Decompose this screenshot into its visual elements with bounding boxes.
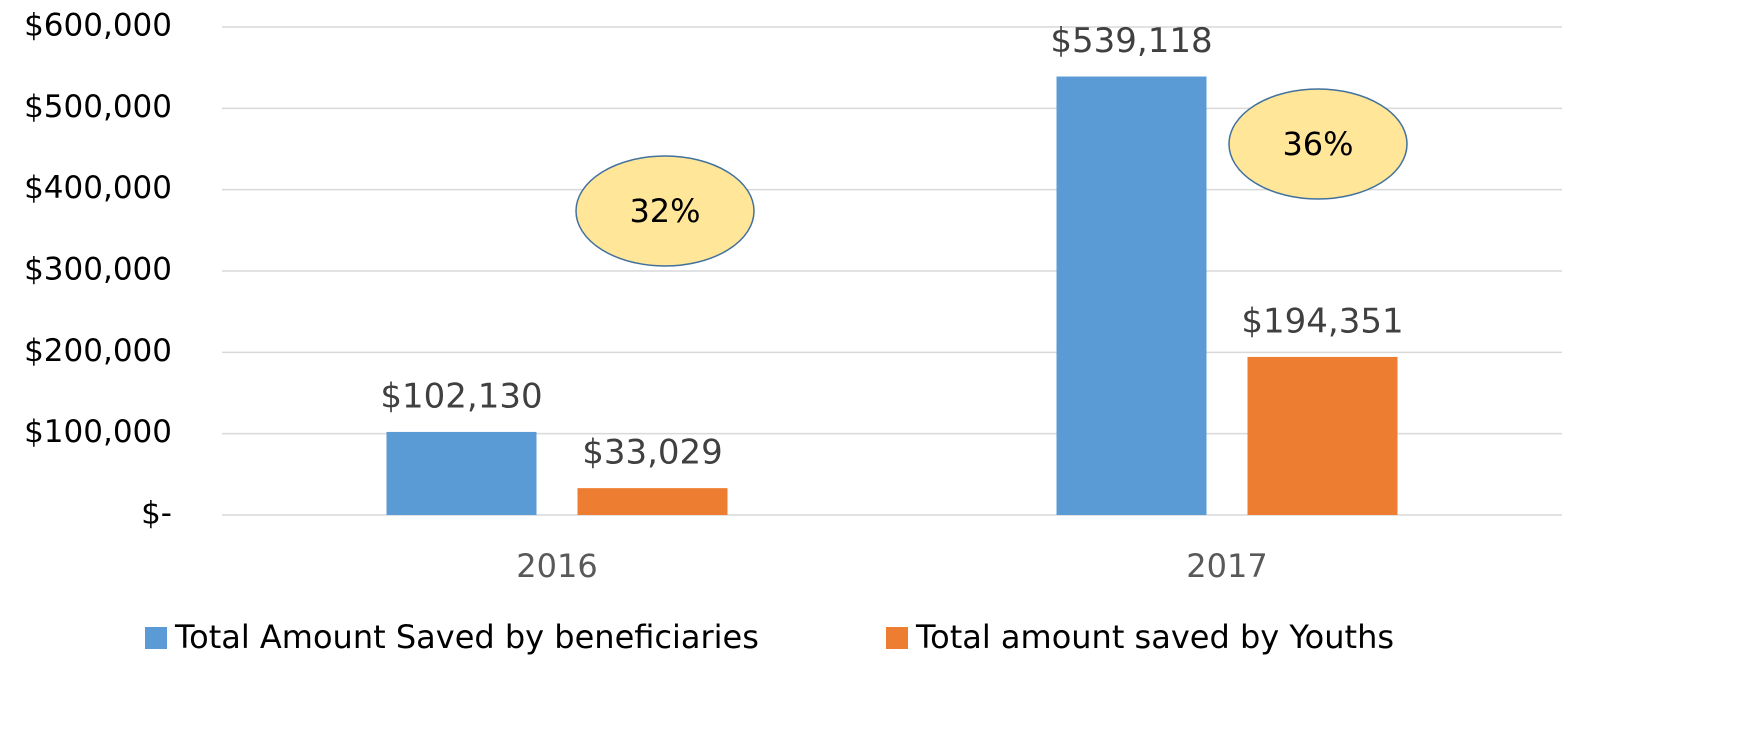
- annotation-bubble: [1228, 88, 1408, 200]
- annotation-bubble: [575, 155, 755, 267]
- bar: [1247, 356, 1398, 515]
- y-tick-label: $500,000: [24, 89, 172, 125]
- annotation: 36%: [1282, 125, 1353, 163]
- y-tick-label: $600,000: [24, 8, 172, 44]
- legend-label: Total amount saved by Youths: [915, 618, 1394, 656]
- legend-swatch: [886, 627, 908, 649]
- annotation: 32%: [629, 192, 700, 230]
- legend-swatch: [145, 627, 167, 649]
- x-tick-label: 2017: [1186, 547, 1267, 585]
- y-tick-label: $100,000: [24, 414, 172, 450]
- value-label: $194,351: [1241, 301, 1403, 341]
- value-label: $539,118: [1050, 21, 1212, 61]
- y-tick-label: $200,000: [24, 333, 172, 369]
- bar: [577, 488, 728, 515]
- value-label: $102,130: [380, 376, 542, 416]
- y-tick-label: $400,000: [24, 170, 172, 206]
- y-tick-label: $300,000: [24, 252, 172, 288]
- bar: [1056, 76, 1207, 515]
- value-label: $33,029: [582, 433, 723, 473]
- legend-label: Total Amount Saved by beneficiaries: [174, 618, 759, 656]
- bar: [386, 431, 537, 515]
- x-tick-label: 2016: [516, 547, 597, 585]
- y-tick-label: $-: [141, 496, 172, 532]
